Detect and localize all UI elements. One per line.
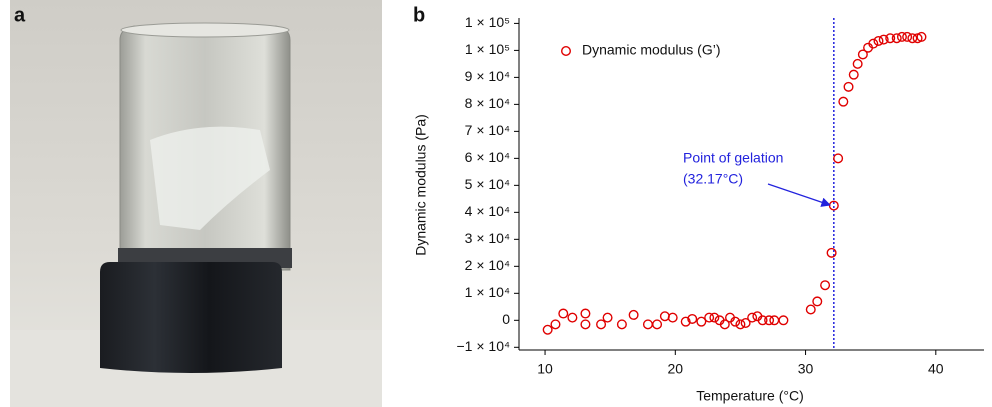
data-point (916, 31, 927, 42)
data-point (826, 247, 837, 258)
data-point (778, 315, 789, 326)
data-point (857, 49, 868, 60)
data-point (687, 313, 698, 324)
y-tick-label: 6 × 10⁴ (465, 149, 510, 165)
data-point (757, 315, 768, 326)
data-point (558, 308, 569, 319)
data-point (848, 69, 859, 80)
data-point (602, 312, 613, 323)
data-point (740, 318, 751, 329)
y-tick-label: 1 × 10⁴ (465, 284, 510, 300)
panel-label: b (413, 4, 425, 26)
data-point (730, 316, 741, 327)
legend-marker (561, 46, 572, 57)
data-point (709, 312, 720, 323)
data-point (852, 58, 863, 69)
data-point (616, 319, 627, 330)
y-tick-label: 9 × 10⁴ (465, 68, 510, 84)
data-point (868, 38, 879, 49)
y-tick-label: 1 × 10⁵ (465, 14, 510, 30)
data-point (812, 296, 823, 307)
data-point (764, 315, 775, 326)
y-tick-label: 4 × 10⁴ (465, 203, 510, 219)
data-point (873, 35, 884, 46)
y-tick-label: 7 × 10⁴ (465, 122, 510, 138)
photo (10, 0, 382, 407)
panel-label: a (14, 4, 26, 26)
y-tick-label: 1 × 10⁵ (465, 41, 510, 57)
data-point (550, 319, 561, 330)
data-point (747, 312, 758, 323)
y-tick-label: 8 × 10⁴ (465, 95, 510, 111)
data-point (580, 319, 591, 330)
y-tick-label: −1 × 10⁴ (456, 338, 510, 354)
data-point (652, 319, 663, 330)
data-point (907, 33, 918, 44)
data-point (542, 324, 553, 335)
x-tick-label: 40 (928, 361, 944, 377)
annotation: Point of gelation (683, 150, 783, 166)
data-point (667, 312, 678, 323)
data-point (680, 316, 691, 327)
data-point (843, 81, 854, 92)
y-tick-label: 2 × 10⁴ (465, 257, 510, 273)
annotation: (32.17°C) (683, 171, 743, 187)
data-point (833, 153, 844, 164)
data-point (838, 96, 849, 107)
data-point (567, 312, 578, 323)
data-point (820, 280, 831, 291)
data-point (596, 319, 607, 330)
legend-label: Dynamic modulus (G’) (582, 42, 720, 58)
x-tick-label: 20 (668, 361, 684, 377)
data-point (769, 315, 780, 326)
data-point (642, 319, 653, 330)
y-tick-label: 0 (502, 311, 510, 327)
data-point (902, 31, 913, 42)
x-tick-label: 30 (798, 361, 814, 377)
data-point (878, 34, 889, 45)
data-point (628, 309, 639, 320)
data-point (896, 31, 907, 42)
data-point (805, 304, 816, 315)
x-tick-label: 10 (537, 361, 553, 377)
data-point (885, 33, 896, 44)
y-axis-title: Dynamic modulus (Pa) (413, 114, 429, 256)
data-point (704, 312, 715, 323)
y-tick-label: 5 × 10⁴ (465, 176, 510, 192)
data-point (891, 33, 902, 44)
annotation-arrow (767, 183, 831, 207)
y-tick-label: 3 × 10⁴ (465, 230, 510, 246)
x-axis-title: Temperature (°C) (696, 388, 804, 404)
data-point (719, 319, 730, 330)
data-point (735, 319, 746, 330)
data-point (696, 316, 707, 327)
data-point (580, 308, 591, 319)
